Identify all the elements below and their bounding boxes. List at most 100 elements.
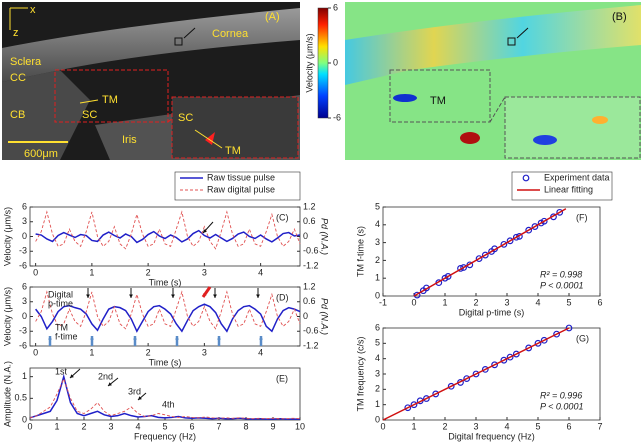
x-tick-label: 3 bbox=[108, 421, 113, 431]
arrow-head bbox=[175, 336, 179, 340]
cornea-tissue bbox=[2, 8, 300, 82]
panel-label: (A) bbox=[265, 11, 280, 23]
x-tick-label: 3 bbox=[202, 347, 207, 357]
image-label: CB bbox=[10, 109, 25, 121]
y-tick-label: 0.5 bbox=[14, 393, 27, 403]
x-axis-label: Time (s) bbox=[149, 357, 182, 367]
x-tick-label: 0 bbox=[33, 347, 38, 357]
data-point bbox=[432, 390, 440, 398]
colorbar-label: Velocity (μm/s) bbox=[304, 33, 314, 92]
y-tick-label: -3 bbox=[19, 326, 27, 336]
roi-box bbox=[507, 37, 516, 46]
y-axis-label: Amplitude (N.A.) bbox=[2, 361, 12, 427]
arrow-head bbox=[213, 294, 217, 298]
x-tick-label: 1 bbox=[411, 421, 416, 431]
x-tick-label: 6 bbox=[189, 421, 194, 431]
x-axis-label: Digital p-time (s) bbox=[459, 307, 525, 317]
x-tick-label: 2 bbox=[442, 421, 447, 431]
x-tick-label: 2 bbox=[81, 421, 86, 431]
series-line bbox=[35, 229, 301, 244]
data-point bbox=[481, 251, 489, 259]
data-point bbox=[463, 375, 471, 383]
arrow-head bbox=[259, 336, 263, 340]
annotation: f-time bbox=[55, 331, 78, 341]
panel-label: (D) bbox=[276, 292, 289, 302]
sclera-tissue bbox=[2, 70, 90, 160]
y-tick-label: -3 bbox=[19, 246, 27, 256]
image-label: TM bbox=[225, 145, 241, 157]
inset-spot bbox=[592, 116, 608, 124]
y-tick-label: 1 bbox=[375, 273, 380, 283]
y2-tick-label: -0.6 bbox=[303, 326, 319, 336]
zoom-line bbox=[489, 96, 506, 123]
annotation: P < 0.0001 bbox=[540, 401, 583, 411]
y-axis-label: Velocity (μm/s) bbox=[2, 207, 12, 266]
annotation: TM bbox=[55, 322, 68, 332]
panel-b: (B) TM Velocity (μm/s) bbox=[304, 2, 641, 160]
data-point bbox=[447, 382, 455, 390]
pointer bbox=[79, 99, 99, 104]
x-tick-label: 1 bbox=[54, 421, 59, 431]
x-tick-label: 3 bbox=[504, 297, 509, 307]
series-line bbox=[35, 290, 301, 330]
x-tick-label: 8 bbox=[243, 421, 248, 431]
x-axis-label: Frequency (Hz) bbox=[134, 431, 196, 441]
x-tick-label: 7 bbox=[597, 421, 602, 431]
annotation: 2nd bbox=[98, 371, 113, 381]
inset-spot bbox=[533, 135, 557, 145]
data-point bbox=[410, 401, 418, 409]
arrow-head bbox=[203, 293, 207, 297]
axis-label: x bbox=[30, 4, 36, 16]
legend-label: Raw digital pulse bbox=[207, 184, 275, 194]
data-point bbox=[534, 339, 542, 347]
y-tick-label: 3 bbox=[375, 237, 380, 247]
x-tick-label: 4 bbox=[135, 421, 140, 431]
arrow-head bbox=[217, 336, 221, 340]
y-tick-label: 0 bbox=[22, 414, 27, 424]
series-line bbox=[29, 377, 301, 420]
data-point bbox=[512, 233, 520, 241]
data-point bbox=[404, 404, 412, 412]
colorbar bbox=[317, 7, 329, 119]
series-line bbox=[35, 303, 301, 333]
scale-label: 600μm bbox=[24, 148, 58, 160]
arrow-head bbox=[48, 336, 52, 340]
legend-label: Linear fitting bbox=[544, 184, 593, 194]
y-tick-label: 4 bbox=[375, 353, 380, 363]
annotation: R² = 0.998 bbox=[540, 269, 582, 279]
x-tick-label: 4 bbox=[535, 297, 540, 307]
y-tick-label: 4 bbox=[375, 219, 380, 229]
x-tick-label: 2 bbox=[146, 347, 151, 357]
data-point bbox=[444, 273, 452, 280]
y-axis-label: Velocity (μm/s) bbox=[2, 287, 12, 346]
annotation: Digital bbox=[48, 289, 73, 299]
data-point bbox=[491, 361, 499, 369]
data-point bbox=[500, 240, 508, 248]
y2-axis-label: Pd (N.A.) bbox=[320, 298, 330, 335]
panel-label: (C) bbox=[276, 212, 289, 222]
y-tick-label: 0 bbox=[375, 414, 380, 424]
image-label: TM bbox=[102, 94, 118, 106]
data-point bbox=[525, 226, 533, 234]
y-tick-label: 0 bbox=[22, 311, 27, 321]
x-tick-label: 5 bbox=[566, 297, 571, 307]
roi-arrow bbox=[516, 27, 529, 39]
y-tick-label: 2 bbox=[375, 255, 380, 265]
annotation: 1st bbox=[55, 366, 68, 376]
y-tick-label: 1 bbox=[22, 371, 27, 381]
y2-tick-label: -1.2 bbox=[303, 260, 319, 270]
axis-label: z bbox=[13, 27, 19, 39]
data-point bbox=[540, 336, 548, 344]
y-axis-label: TM f-time (s) bbox=[355, 226, 365, 277]
legend-label: Experiment data bbox=[544, 172, 610, 182]
panel-a: (A) Cornea Sclera CC CB SC TM Iris 600μm… bbox=[2, 2, 300, 160]
image-label: Sclera bbox=[10, 56, 42, 68]
arrow-head bbox=[90, 336, 94, 340]
y-tick-label: 3 bbox=[375, 368, 380, 378]
data-point bbox=[506, 353, 514, 361]
arrow-head bbox=[133, 336, 137, 340]
y2-tick-label: 0 bbox=[303, 311, 308, 321]
x-tick-label: 5 bbox=[535, 421, 540, 431]
x-tick-label: 10 bbox=[295, 421, 305, 431]
